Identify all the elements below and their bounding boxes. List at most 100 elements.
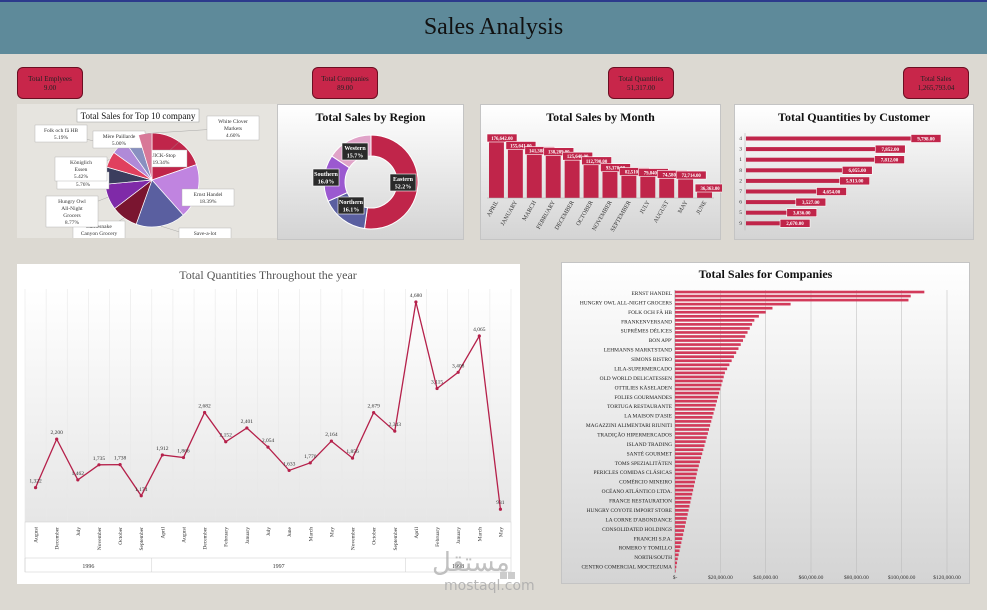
line-point[interactable] xyxy=(372,411,376,415)
line-point[interactable] xyxy=(350,456,355,460)
companies-bar[interactable] xyxy=(675,440,706,443)
customer-bar-chart[interactable]: 4 9,798.00 3 7,852.00 1 7,812.00 8 6,055.00 2 5,9… xyxy=(735,105,975,241)
companies-bar[interactable] xyxy=(675,310,766,314)
quantities-line-panel[interactable]: Total Quantities Throughout the year 1,32… xyxy=(17,264,520,584)
customer-bar[interactable] xyxy=(746,136,926,141)
line-point[interactable] xyxy=(55,437,59,441)
companies-bar[interactable] xyxy=(675,355,734,359)
line-point[interactable] xyxy=(498,507,503,511)
line-point[interactable] xyxy=(33,486,38,490)
companies-bar[interactable] xyxy=(675,557,678,561)
month-bar[interactable] xyxy=(545,148,561,198)
line-scroll-button[interactable] xyxy=(508,572,515,579)
companies-bar[interactable] xyxy=(675,460,700,464)
companies-bar[interactable] xyxy=(675,290,925,294)
companies-bar[interactable] xyxy=(675,472,697,476)
line-point[interactable] xyxy=(97,463,101,467)
companies-bar[interactable] xyxy=(675,464,699,468)
month-bar[interactable] xyxy=(621,168,637,198)
companies-bar[interactable] xyxy=(675,509,689,512)
customer-bar[interactable] xyxy=(746,200,811,205)
companies-bar-panel[interactable]: Total Sales for Companies $- $20,000.00 $4… xyxy=(561,262,970,584)
month-bar[interactable] xyxy=(489,135,504,198)
customer-bar[interactable] xyxy=(746,157,890,162)
companies-bar[interactable] xyxy=(675,452,703,456)
companies-bar[interactable] xyxy=(675,529,685,532)
companies-bar[interactable] xyxy=(675,480,695,484)
line-point[interactable] xyxy=(139,494,143,498)
companies-bar[interactable] xyxy=(675,367,728,371)
line-point[interactable] xyxy=(308,461,312,465)
kpi-total-companies[interactable]: Total Companies 89.00 xyxy=(312,67,378,99)
line-point[interactable] xyxy=(456,370,460,374)
month-bar[interactable] xyxy=(602,164,618,198)
companies-bar[interactable] xyxy=(675,541,682,544)
customer-bar[interactable] xyxy=(746,178,855,183)
line-point[interactable] xyxy=(181,455,186,460)
companies-bar[interactable] xyxy=(675,436,707,439)
companies-bar[interactable] xyxy=(675,468,698,472)
month-bar[interactable] xyxy=(564,153,580,198)
companies-bar[interactable] xyxy=(675,432,708,435)
line-point[interactable] xyxy=(266,445,270,449)
companies-bar[interactable] xyxy=(675,500,691,504)
companies-bar[interactable] xyxy=(675,484,695,488)
companies-bar[interactable] xyxy=(675,359,732,363)
line-point[interactable] xyxy=(435,386,439,391)
companies-bar-chart[interactable]: $- $20,000.00 $40,000.00 $60,000.00 $80,000.… xyxy=(562,263,971,585)
companies-bar[interactable] xyxy=(675,335,746,338)
companies-bar[interactable] xyxy=(675,294,911,298)
companies-bar[interactable] xyxy=(675,513,688,516)
companies-bar[interactable] xyxy=(675,314,759,318)
month-bar[interactable] xyxy=(507,142,523,198)
companies-bar[interactable] xyxy=(675,363,730,367)
customer-bar[interactable] xyxy=(746,168,858,173)
companies-bar[interactable] xyxy=(675,347,739,350)
companies-bar[interactable] xyxy=(675,323,753,326)
companies-bar[interactable] xyxy=(675,569,676,573)
line-point[interactable] xyxy=(224,440,228,444)
companies-bar[interactable] xyxy=(675,488,694,492)
line-point[interactable] xyxy=(160,453,164,457)
customer-bar[interactable] xyxy=(746,189,832,194)
region-donut-panel[interactable]: Total Sales by Region Eastern 52.2% Northe… xyxy=(277,104,464,240)
companies-bar[interactable] xyxy=(675,521,686,524)
month-bar-chart[interactable]: 176,642.00 APRIL 155,641.00 JANUARY 141,388.… xyxy=(481,105,722,241)
kpi-total-employees[interactable]: Total Emplyees 9.00 xyxy=(17,67,83,99)
companies-bar[interactable] xyxy=(675,339,743,342)
line-point[interactable] xyxy=(118,463,122,467)
companies-bar[interactable] xyxy=(675,517,687,520)
companies-bar[interactable] xyxy=(675,306,773,310)
kpi-total-sales[interactable]: Total Sales 1,265,793.04 xyxy=(903,67,969,99)
companies-bar[interactable] xyxy=(675,375,724,379)
companies-bar[interactable] xyxy=(675,319,755,322)
companies-bar[interactable] xyxy=(675,565,677,569)
companies-bar[interactable] xyxy=(675,371,725,375)
line-point[interactable] xyxy=(287,468,291,473)
customer-bar-panel[interactable]: Total Quantities by Customer 4 9,798.00 3 7… xyxy=(734,104,974,240)
month-bar[interactable] xyxy=(526,147,542,198)
companies-bar[interactable] xyxy=(675,351,737,354)
companies-bar[interactable] xyxy=(675,553,679,557)
line-scroll-button[interactable] xyxy=(500,572,507,579)
line-point[interactable] xyxy=(414,300,418,304)
companies-bar[interactable] xyxy=(675,420,712,423)
companies-bar[interactable] xyxy=(675,428,709,431)
companies-bar[interactable] xyxy=(675,444,705,447)
companies-bar[interactable] xyxy=(675,395,719,399)
line-point[interactable] xyxy=(393,429,397,433)
line-point[interactable] xyxy=(203,410,207,415)
companies-bar[interactable] xyxy=(675,399,717,403)
companies-bar[interactable] xyxy=(675,533,684,536)
companies-bar[interactable] xyxy=(675,448,704,452)
month-bar[interactable] xyxy=(583,157,599,198)
kpi-total-quantities[interactable]: Total Quantities 51,317.00 xyxy=(608,67,674,99)
line-point[interactable] xyxy=(76,478,80,482)
top10-pie-chart[interactable]: Total Sales for Top 10 company QUICK-Stop… xyxy=(17,104,287,253)
companies-bar[interactable] xyxy=(675,496,692,500)
month-bar-panel[interactable]: Total Sales by Month 176,642.00 APRIL 155,… xyxy=(480,104,722,241)
companies-bar[interactable] xyxy=(675,403,716,407)
line-point[interactable] xyxy=(245,426,249,430)
companies-bar[interactable] xyxy=(675,387,721,391)
companies-bar[interactable] xyxy=(675,302,791,306)
